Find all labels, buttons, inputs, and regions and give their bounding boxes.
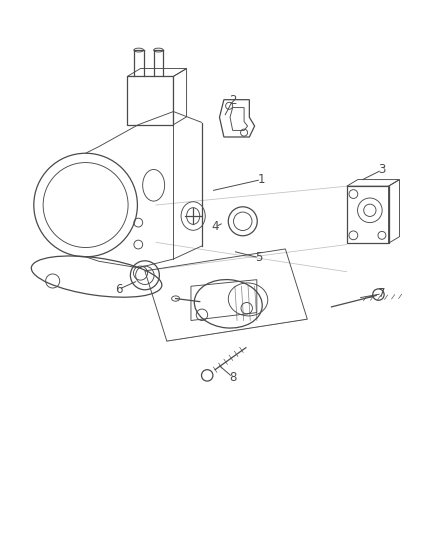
Text: 5: 5: [255, 251, 262, 264]
Text: 2: 2: [228, 94, 236, 107]
Text: 1: 1: [257, 173, 265, 186]
Text: 4: 4: [211, 221, 219, 233]
Text: 6: 6: [114, 283, 122, 296]
Text: 8: 8: [229, 370, 236, 384]
Text: 3: 3: [378, 164, 385, 176]
Text: 7: 7: [377, 287, 385, 300]
